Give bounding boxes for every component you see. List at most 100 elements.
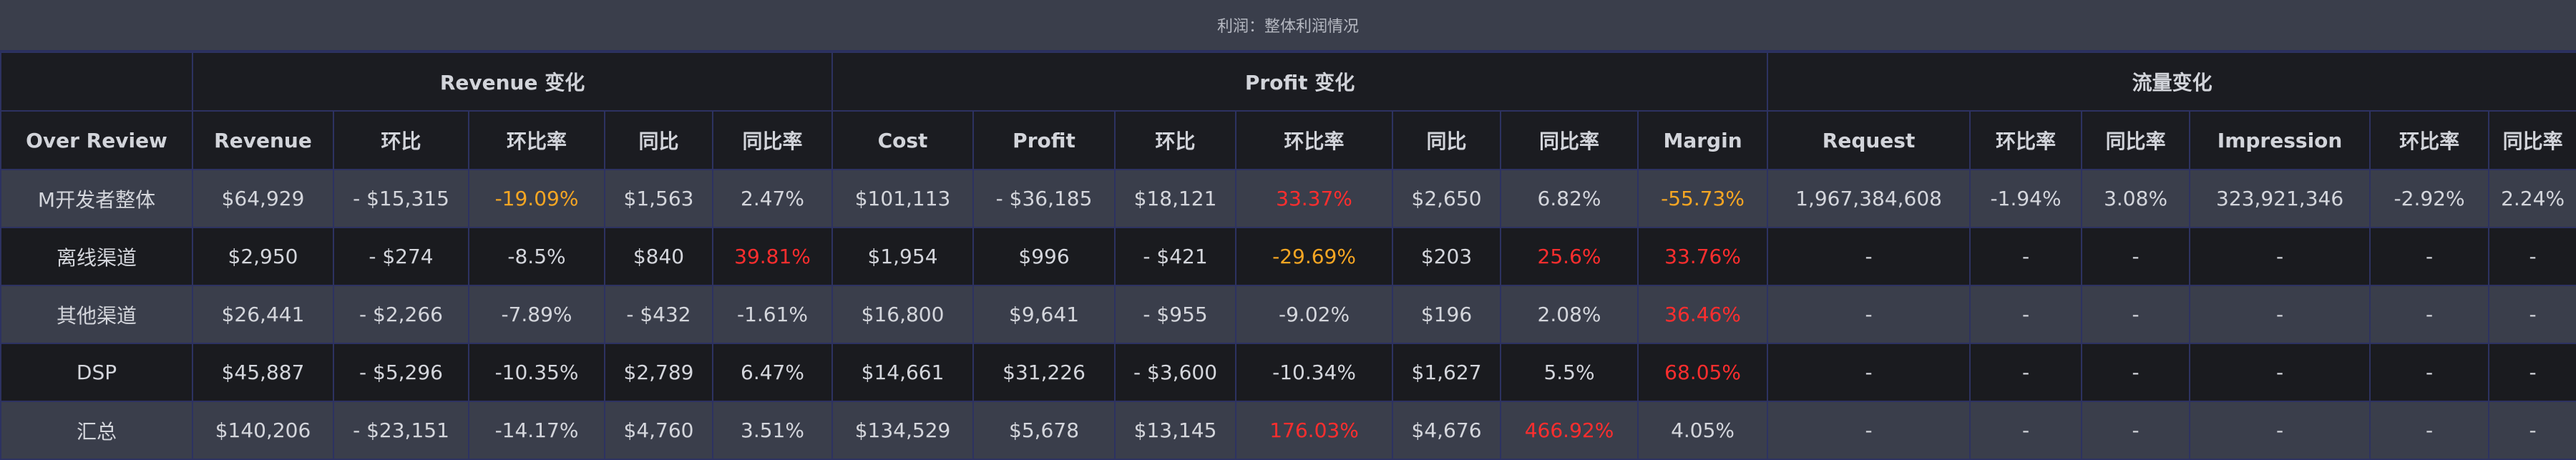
cell: -1.61% (711, 285, 834, 344)
cell: $101,113 (831, 169, 975, 228)
cell: - (2189, 227, 2371, 286)
cell: -29.69% (1235, 227, 1394, 286)
cell: -8.5% (468, 227, 605, 286)
cell: $26,441 (192, 285, 334, 344)
cell: 离线渠道 (0, 227, 193, 286)
column-header-row: Over Review Revenue 环比 环比率 同比 同比率 Cost P… (0, 110, 2576, 170)
group-blank (0, 52, 193, 112)
cell: 2.24% (2488, 169, 2576, 228)
col-pro-tbl: 同比率 (1500, 110, 1639, 170)
cell: - $15,315 (333, 169, 469, 228)
cell: $1,563 (604, 169, 713, 228)
cell: 2.47% (711, 169, 834, 228)
cell: - $421 (1114, 227, 1237, 286)
cell: $2,789 (604, 343, 713, 402)
cell: - $36,185 (972, 169, 1116, 228)
cell: $196 (1392, 285, 1502, 344)
cell: 39.81% (711, 227, 834, 286)
cell: $16,800 (831, 285, 975, 344)
cell: - $955 (1114, 285, 1237, 344)
group-revenue: Revenue 变化 (191, 52, 834, 112)
col-revenue: Revenue (192, 110, 334, 170)
cell: - $2,266 (333, 285, 469, 344)
cell: - (1969, 401, 2083, 460)
cell: 1,967,384,608 (1767, 169, 1971, 228)
cell: - $432 (604, 285, 713, 344)
cell: $5,678 (972, 401, 1116, 460)
cell: -55.73% (1637, 169, 1769, 228)
cell: - (2488, 285, 2576, 344)
cell: $4,676 (1392, 401, 1502, 460)
cell: - $274 (333, 227, 469, 286)
cell: - (1767, 227, 1971, 286)
cell: 68.05% (1637, 343, 1769, 402)
col-margin: Margin (1637, 110, 1769, 170)
cell: $4,760 (604, 401, 713, 460)
cell: -10.35% (468, 343, 605, 402)
table-body: M开发者整体 $64,929- $15,315 -19.09% $1,563 2.47%… (0, 169, 2576, 460)
cell: - (1969, 285, 2083, 344)
cell: - (2488, 343, 2576, 402)
cell: -7.89% (468, 285, 605, 344)
cell: 323,921,346 (2189, 169, 2371, 228)
cell: $840 (604, 227, 713, 286)
cell: M开发者整体 (0, 169, 193, 228)
cell: $14,661 (831, 343, 975, 402)
cell: 6.82% (1500, 169, 1639, 228)
table-row: 离线渠道 $2,950- $274 -8.5% $840 39.81% $1,954 $99… (0, 227, 2576, 286)
col-rev-tb: 同比 (604, 110, 713, 170)
col-req-tbl: 同比率 (2081, 110, 2191, 170)
col-req-hbl: 环比率 (1969, 110, 2083, 170)
cell: 汇总 (0, 401, 193, 460)
cell: $64,929 (192, 169, 334, 228)
col-imp-hbl: 环比率 (2369, 110, 2490, 170)
cell: 3.08% (2081, 169, 2191, 228)
cell: - (2081, 227, 2191, 286)
cell: $996 (972, 227, 1116, 286)
cell: 3.51% (711, 401, 834, 460)
col-imp-tbl: 同比率 (2488, 110, 2576, 170)
cell: $45,887 (192, 343, 334, 402)
cell: -10.34% (1235, 343, 1394, 402)
cell: DSP (0, 343, 193, 402)
cell: - (2189, 401, 2371, 460)
cell: - (1767, 343, 1971, 402)
group-header-row: Revenue 变化 Profit 变化 流量变化 (0, 52, 2576, 112)
cell: 33.76% (1637, 227, 1769, 286)
cell: - (2369, 343, 2490, 402)
col-pro-hb: 环比 (1114, 110, 1237, 170)
table-row: 其他渠道 $26,441- $2,266 -7.89% - $432 -1.61% $16… (0, 285, 2576, 344)
cell: 其他渠道 (0, 285, 193, 344)
cell: $203 (1392, 227, 1502, 286)
cell: -1.94% (1969, 169, 2083, 228)
table-row: DSP $45,887- $5,296 -10.35% $2,789 6.47% $14,… (0, 343, 2576, 402)
cell: 176.03% (1235, 401, 1394, 460)
cell: 5.5% (1500, 343, 1639, 402)
cell: - (2488, 401, 2576, 460)
cell: $9,641 (972, 285, 1116, 344)
cell: - $5,296 (333, 343, 469, 402)
table-title: 利润：整体利润情况 (0, 0, 2576, 52)
cell: - $23,151 (333, 401, 469, 460)
cell: 2.08% (1500, 285, 1639, 344)
col-profit: Profit (972, 110, 1116, 170)
cell: -9.02% (1235, 285, 1394, 344)
cell: - (2081, 401, 2191, 460)
cell: - (1767, 401, 1971, 460)
cell: - (1969, 227, 2083, 286)
cell: 466.92% (1500, 401, 1639, 460)
profit-table: Revenue 变化 Profit 变化 流量变化 Over Review Re… (0, 52, 2576, 460)
cell: $134,529 (831, 401, 975, 460)
table-row: 汇总 $140,206- $23,151 -14.17% $4,760 3.51% $13… (0, 401, 2576, 460)
cell: - (2189, 285, 2371, 344)
cell: 6.47% (711, 343, 834, 402)
col-over-review: Over Review (0, 110, 193, 170)
col-rev-tbl: 同比率 (711, 110, 834, 170)
cell: - (1767, 285, 1971, 344)
cell: $13,145 (1114, 401, 1237, 460)
cell: -14.17% (468, 401, 605, 460)
col-impression: Impression (2189, 110, 2371, 170)
cell: - (2369, 227, 2490, 286)
cell: - $3,600 (1114, 343, 1237, 402)
cell: $18,121 (1114, 169, 1237, 228)
